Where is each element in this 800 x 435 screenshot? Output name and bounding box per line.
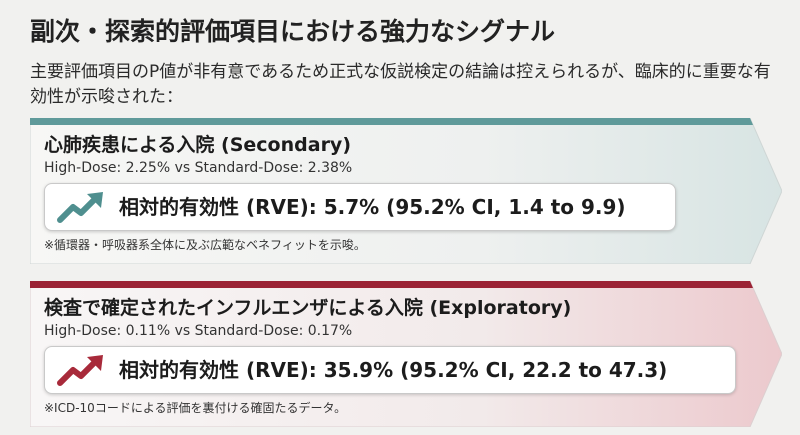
trend-up-arrow-icon — [57, 355, 103, 386]
exploratory-rve-value: 相対的有効性 (RVE): 35.9% (95.2% CI, 22.2 to 4… — [119, 358, 668, 382]
exploratory-card-comparison: High-Dose: 0.11% vs Standard-Dose: 0.17% — [44, 323, 353, 339]
secondary-rve-box: 相対的有効性 (RVE): 5.7% (95.2% CI, 1.4 to 9.9… — [44, 183, 676, 231]
exploratory-rve-box: 相対的有効性 (RVE): 35.9% (95.2% CI, 22.2 to 4… — [44, 346, 736, 394]
exploratory-card-title: 検査で確定されたインフルエンザによる入院 (Exploratory) — [44, 297, 572, 319]
page-title: 副次・探索的評価項目における強力なシグナル — [30, 17, 556, 46]
page-subtitle: 主要評価項目のP値が非有意であるため正式な仮説検定の結論は控えられるが、臨床的に… — [30, 62, 771, 107]
trend-up-arrow-icon — [57, 192, 103, 223]
secondary-card-note: ※循環器・呼吸器系全体に及ぶ広範なベネフィットを示唆。 — [44, 238, 366, 252]
secondary-card-title: 心肺疾患による入院 (Secondary) — [44, 134, 352, 156]
exploratory-endpoint-card: 検査で確定されたインフルエンザによる入院 (Exploratory) High-… — [30, 281, 782, 427]
secondary-card-comparison: High-Dose: 2.25% vs Standard-Dose: 2.38% — [44, 160, 353, 176]
exploratory-card-note: ※ICD-10コードによる評価を裏付ける確固たるデータ。 — [44, 401, 347, 415]
secondary-endpoint-card: 心肺疾患による入院 (Secondary) High-Dose: 2.25% v… — [30, 118, 782, 264]
secondary-rve-value: 相対的有効性 (RVE): 5.7% (95.2% CI, 1.4 to 9.9… — [119, 195, 626, 219]
